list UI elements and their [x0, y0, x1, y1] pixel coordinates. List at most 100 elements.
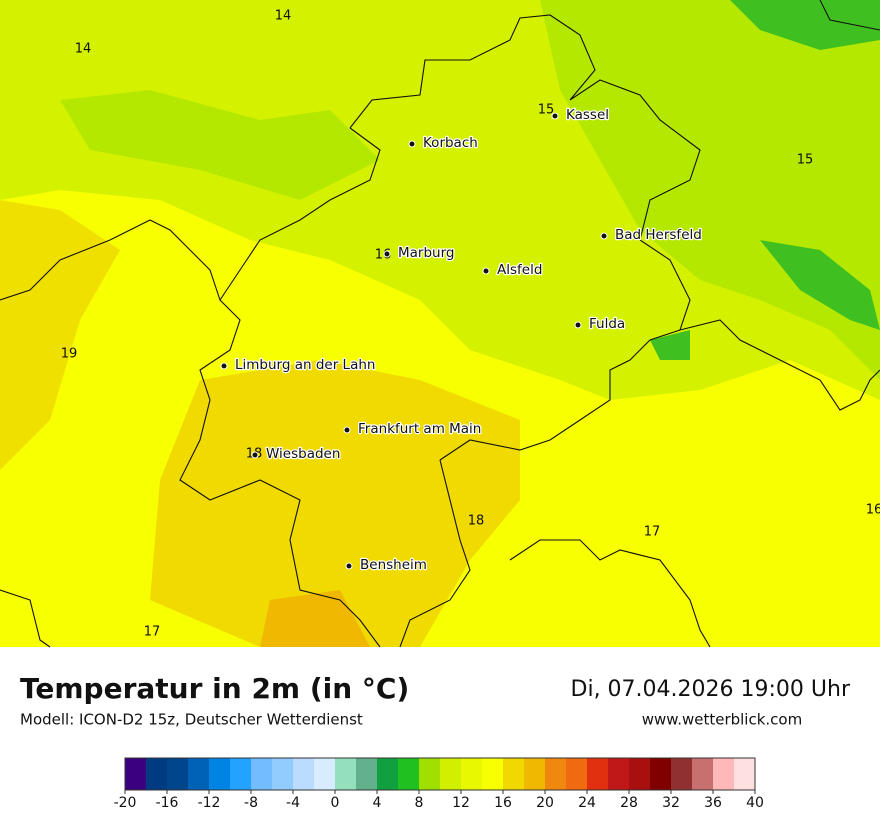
colorbar-frame: [124, 757, 756, 791]
color-swatch: [146, 758, 168, 790]
color-swatch: [566, 758, 588, 790]
map: 1414151516161918181717KasselKorbachBad H…: [0, 0, 880, 648]
city-dot: [551, 112, 559, 120]
color-swatch: [314, 758, 336, 790]
date: Di, 07.04.2026 19:00 Uhr: [571, 677, 851, 702]
city-dot: [251, 451, 259, 459]
city-label: Wiesbaden: [266, 446, 340, 462]
city-label: Alsfeld: [497, 262, 542, 278]
tick-label: 24: [578, 795, 596, 811]
tick-label: 8: [415, 795, 424, 811]
city-label: Kassel: [566, 107, 609, 123]
region-darkorange: [260, 590, 370, 647]
state-border: [349, 14, 880, 411]
city-dot: [343, 426, 351, 434]
city-label: Korbach: [423, 135, 478, 151]
color-swatch: [167, 758, 189, 790]
color-swatch: [188, 758, 210, 790]
region-darkgreen: [730, 0, 880, 50]
tick-label: 36: [704, 795, 722, 811]
color-swatch: [608, 758, 630, 790]
tick-label: 4: [373, 795, 382, 811]
city-label: Frankfurt am Main: [358, 421, 481, 437]
color-swatch: [293, 758, 315, 790]
color-swatch: [398, 758, 420, 790]
city-dot: [600, 232, 608, 240]
color-swatch: [503, 758, 525, 790]
temperature-label: 15: [538, 103, 555, 118]
tick-label: -8: [244, 795, 258, 811]
state-border: [819, 0, 880, 31]
website: www.wetterblick.com: [642, 711, 802, 729]
color-swatch: [524, 758, 546, 790]
tick-label: -12: [198, 795, 221, 811]
city-label: Fulda: [589, 316, 625, 332]
color-swatch: [734, 758, 756, 790]
city-label: Marburg: [398, 245, 454, 261]
color-swatch: [587, 758, 609, 790]
city-dot: [345, 562, 353, 570]
color-swatch: [671, 758, 693, 790]
color-swatch: [440, 758, 462, 790]
tick-label: 32: [662, 795, 680, 811]
city-label: Limburg an der Lahn: [235, 357, 375, 373]
color-swatch: [125, 758, 147, 790]
map-labels: 1414151516161918181717KasselKorbachBad H…: [61, 9, 880, 640]
temperature-label: 19: [61, 347, 78, 362]
region-orange: [0, 200, 120, 470]
city-dot: [408, 140, 416, 148]
color-swatch: [713, 758, 735, 790]
colorbar: -20 -16 -12 -8 -4 0 4 8 12 16 20 24 28 32 36 40: [114, 757, 764, 811]
color-swatch: [272, 758, 294, 790]
city-dot: [220, 362, 228, 370]
color-swatch: [482, 758, 504, 790]
color-swatch: [230, 758, 252, 790]
model: Modell: ICON-D2 15z, Deutscher Wetterdie…: [20, 711, 363, 729]
color-swatch: [335, 758, 357, 790]
city-label: Bensheim: [360, 557, 427, 573]
color-swatch: [377, 758, 399, 790]
temperature-label: 15: [797, 153, 814, 168]
color-swatch: [251, 758, 273, 790]
state-border: [0, 589, 51, 648]
tick-label: 0: [331, 795, 340, 811]
region-darkgreen: [650, 330, 690, 360]
temperature-label: 18: [468, 514, 485, 529]
city-dot: [574, 321, 582, 329]
tick-label: 20: [536, 795, 554, 811]
color-swatch: [419, 758, 441, 790]
color-swatch: [356, 758, 378, 790]
region-darkgreen: [760, 240, 880, 330]
region-green: [540, 0, 880, 380]
state-border: [509, 539, 711, 648]
tick-label: -4: [286, 795, 300, 811]
tick-label: -20: [114, 795, 137, 811]
color-swatch: [545, 758, 567, 790]
tick-label: 12: [452, 795, 470, 811]
region-green: [60, 90, 380, 200]
temperature-label: 16: [866, 503, 880, 518]
city-dot: [482, 267, 490, 275]
color-swatch: [692, 758, 714, 790]
temperature-label: 17: [144, 625, 161, 640]
tick-label: 40: [746, 795, 764, 811]
tick-label: 16: [494, 795, 512, 811]
title: Temperatur in 2m (in °C): [20, 672, 409, 705]
state-border: [179, 127, 381, 648]
city-label: Bad Hersfeld: [615, 227, 702, 243]
color-swatch: [209, 758, 231, 790]
state-border: [439, 329, 681, 461]
temperature-label: 14: [75, 42, 92, 57]
state-border: [399, 459, 471, 648]
color-swatch: [461, 758, 483, 790]
city-dot: [383, 250, 391, 258]
color-swatch: [629, 758, 651, 790]
color-swatch: [650, 758, 672, 790]
temperature-label: 17: [644, 525, 661, 540]
temperature-label: 14: [275, 9, 292, 24]
region-orange: [150, 360, 520, 647]
state-border: [0, 219, 221, 301]
tick-label: -16: [156, 795, 179, 811]
tick-label: 28: [620, 795, 638, 811]
